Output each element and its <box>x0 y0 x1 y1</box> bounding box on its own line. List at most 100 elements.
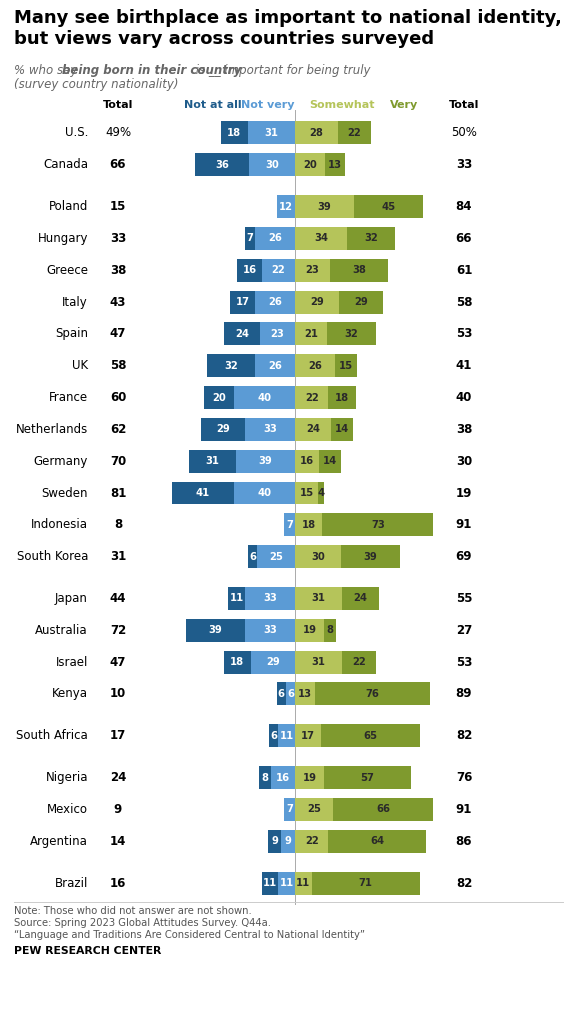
Bar <box>319 450 340 473</box>
Bar <box>295 122 338 144</box>
Text: 8: 8 <box>327 626 334 635</box>
Text: 32: 32 <box>344 329 358 339</box>
Text: 22: 22 <box>305 837 319 846</box>
Text: 18: 18 <box>302 520 316 529</box>
Bar <box>268 829 282 853</box>
Text: 36: 36 <box>215 160 229 170</box>
Bar <box>347 227 395 250</box>
Text: 39: 39 <box>364 552 377 561</box>
Bar <box>278 724 295 748</box>
Text: 31: 31 <box>312 657 325 667</box>
Bar <box>342 587 379 610</box>
Bar <box>194 154 249 176</box>
Text: 40: 40 <box>456 391 472 404</box>
Bar <box>324 618 336 642</box>
Bar <box>330 259 388 282</box>
Text: 9: 9 <box>271 837 278 846</box>
Text: 58: 58 <box>110 359 126 372</box>
Text: Greece: Greece <box>46 264 88 276</box>
Text: 15: 15 <box>339 360 353 371</box>
Bar <box>335 354 357 377</box>
Bar <box>295 450 319 473</box>
Text: Italy: Italy <box>62 296 88 308</box>
Text: 11: 11 <box>296 879 310 888</box>
Text: 7: 7 <box>286 805 293 814</box>
Text: 30: 30 <box>311 552 325 561</box>
Text: 14: 14 <box>110 835 126 848</box>
Text: 73: 73 <box>371 520 385 529</box>
Text: 20: 20 <box>212 392 226 402</box>
Bar <box>295 545 340 568</box>
Bar <box>189 450 236 473</box>
Text: 40: 40 <box>257 488 272 498</box>
Bar <box>324 766 410 790</box>
Bar <box>340 545 400 568</box>
Text: 55: 55 <box>456 592 472 605</box>
Text: 6: 6 <box>249 552 256 561</box>
Bar <box>295 724 321 748</box>
Text: 86: 86 <box>456 835 472 848</box>
Text: 82: 82 <box>456 877 472 890</box>
Bar <box>318 481 324 505</box>
Text: 58: 58 <box>456 296 472 308</box>
Bar <box>295 587 342 610</box>
Bar <box>295 323 327 345</box>
Bar <box>284 798 295 821</box>
Text: 41: 41 <box>456 359 472 372</box>
Text: % who say: % who say <box>14 63 81 77</box>
Text: 16: 16 <box>242 265 256 275</box>
Bar <box>278 871 295 895</box>
Bar <box>328 829 426 853</box>
Text: 17: 17 <box>235 297 250 307</box>
Bar <box>245 418 295 440</box>
Bar <box>223 323 260 345</box>
Text: 26: 26 <box>268 233 282 244</box>
Text: 26: 26 <box>268 360 282 371</box>
Text: 57: 57 <box>360 773 374 782</box>
Text: 31: 31 <box>264 128 279 138</box>
Text: 24: 24 <box>235 329 249 339</box>
Text: 89: 89 <box>456 687 472 700</box>
Bar <box>327 323 376 345</box>
Bar <box>248 122 295 144</box>
Text: 30: 30 <box>456 455 472 468</box>
Bar <box>277 196 295 218</box>
Text: 25: 25 <box>307 805 321 814</box>
Bar <box>245 587 295 610</box>
Text: 17: 17 <box>110 729 126 742</box>
Text: 11: 11 <box>279 731 294 740</box>
Text: 53: 53 <box>456 655 472 669</box>
Bar <box>261 871 278 895</box>
Bar <box>207 354 256 377</box>
Text: 60: 60 <box>110 391 126 404</box>
Bar <box>333 798 433 821</box>
Text: 24: 24 <box>353 594 368 603</box>
Text: 72: 72 <box>110 624 126 637</box>
Text: 66: 66 <box>110 159 126 171</box>
Bar <box>295 650 342 674</box>
Text: 24: 24 <box>110 771 126 784</box>
Text: 22: 22 <box>271 265 285 275</box>
Bar <box>251 650 295 674</box>
Text: 30: 30 <box>265 160 279 170</box>
Text: 14: 14 <box>335 424 349 434</box>
Text: 7: 7 <box>247 233 254 244</box>
Text: 43: 43 <box>110 296 126 308</box>
Text: 10: 10 <box>110 687 126 700</box>
Bar <box>328 386 356 409</box>
Bar <box>234 481 295 505</box>
Text: “Language and Traditions Are Considered Central to National Identity”: “Language and Traditions Are Considered … <box>14 930 365 940</box>
Text: 8: 8 <box>114 518 122 531</box>
Text: South Africa: South Africa <box>16 729 88 742</box>
Text: 44: 44 <box>110 592 126 605</box>
Text: Mexico: Mexico <box>47 803 88 816</box>
Bar <box>295 227 347 250</box>
Text: Israel: Israel <box>55 655 88 669</box>
Text: Argentina: Argentina <box>30 835 88 848</box>
Text: Not very: Not very <box>241 100 295 110</box>
Text: 47: 47 <box>110 328 126 340</box>
Bar <box>342 650 376 674</box>
Text: Spain: Spain <box>55 328 88 340</box>
Text: 38: 38 <box>456 423 472 436</box>
Bar <box>248 545 257 568</box>
